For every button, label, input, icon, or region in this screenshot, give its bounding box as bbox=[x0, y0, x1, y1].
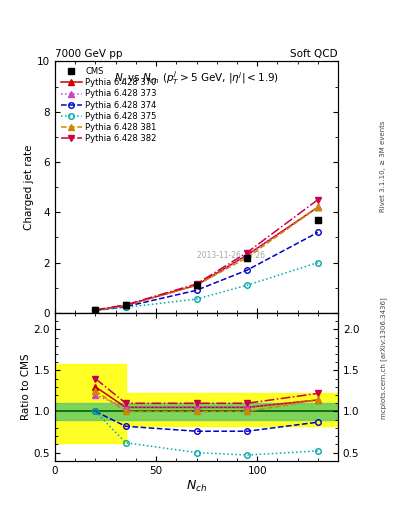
CMS bbox=[123, 302, 128, 308]
Text: 2013-11-26 10:26: 2013-11-26 10:26 bbox=[196, 250, 264, 260]
Text: mcplots.cern.ch [arXiv:1306.3436]: mcplots.cern.ch [arXiv:1306.3436] bbox=[380, 297, 387, 419]
Text: $N_j$ vs $N_{ch}$ ($p_T^j$$>$5 GeV, $|\eta^j|$$<$1.9): $N_j$ vs $N_{ch}$ ($p_T^j$$>$5 GeV, $|\e… bbox=[114, 69, 279, 87]
CMS bbox=[316, 217, 320, 223]
Y-axis label: Charged jet rate: Charged jet rate bbox=[24, 144, 34, 230]
Text: Soft QCD: Soft QCD bbox=[290, 49, 338, 59]
X-axis label: $N_{ch}$: $N_{ch}$ bbox=[186, 478, 207, 494]
CMS bbox=[93, 307, 98, 313]
Line: CMS: CMS bbox=[92, 217, 321, 314]
CMS bbox=[194, 282, 199, 288]
Legend: CMS, Pythia 6.428 370, Pythia 6.428 373, Pythia 6.428 374, Pythia 6.428 375, Pyt: CMS, Pythia 6.428 370, Pythia 6.428 373,… bbox=[59, 66, 158, 144]
Text: 7000 GeV pp: 7000 GeV pp bbox=[55, 49, 123, 59]
Text: Rivet 3.1.10, ≥ 3M events: Rivet 3.1.10, ≥ 3M events bbox=[380, 121, 386, 212]
CMS bbox=[245, 254, 250, 261]
Y-axis label: Ratio to CMS: Ratio to CMS bbox=[21, 353, 31, 420]
